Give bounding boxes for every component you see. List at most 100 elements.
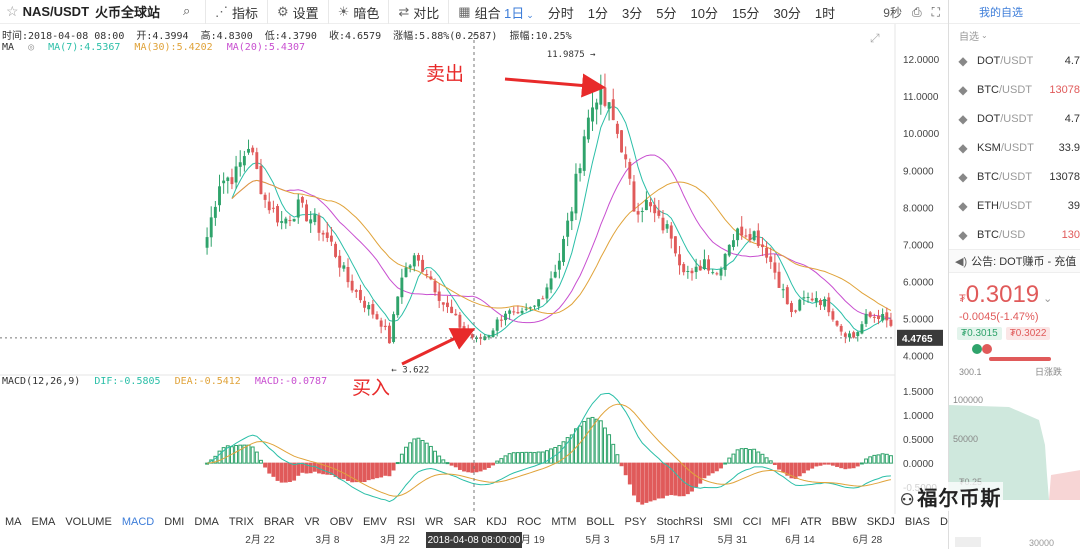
macd-bar	[416, 437, 421, 464]
ma-label[interactable]: MA	[2, 42, 15, 53]
timeframe-2[interactable]: 1分	[587, 5, 609, 21]
indicator-ma[interactable]: MA	[5, 516, 22, 528]
indicator-mfi[interactable]: MFI	[771, 516, 791, 528]
macd-bar	[399, 453, 404, 464]
footer-chip	[955, 537, 981, 547]
tool-3[interactable]: ⇄ 对比	[388, 0, 448, 24]
candle-body	[864, 313, 868, 324]
ticker-price-value: 0.3019	[965, 281, 1040, 308]
indicator-dmi[interactable]: DMI	[164, 516, 185, 528]
timeframe-3[interactable]: 3分	[622, 5, 643, 21]
buy-annotation: 买入	[352, 377, 390, 399]
watchlist-row[interactable]: ◆ BTC/USD 130	[949, 220, 1080, 249]
watchlist-row[interactable]: ◆ BTC/USDT 13078	[949, 162, 1080, 191]
crosshair-date-badge	[426, 532, 522, 548]
tool-1[interactable]: ⚙ 设置	[267, 0, 328, 24]
indicator-vr[interactable]: VR	[304, 516, 320, 528]
watchlist-row[interactable]: ◆ DOT/USDT 4.7	[949, 46, 1080, 75]
watchlist-pair: BTC/USDT	[977, 84, 1032, 96]
indicator-kdj[interactable]: KDJ	[486, 516, 507, 528]
indicator-macd[interactable]: MACD	[121, 516, 155, 528]
macd-bar	[719, 462, 723, 469]
candle-body	[702, 259, 706, 270]
timeframe-7[interactable]: 30分	[773, 5, 801, 21]
watchlist-pair: ETH/USDT	[977, 200, 1032, 212]
macd-bar	[826, 462, 831, 465]
indicator-atr[interactable]: ATR	[800, 516, 822, 528]
indicator-boll[interactable]: BOLL	[586, 516, 615, 528]
timeframe-1[interactable]: 分时	[547, 5, 574, 21]
macd-bar	[412, 438, 417, 464]
indicator-trix[interactable]: TRIX	[228, 516, 254, 528]
indicator-skdj[interactable]: SKDJ	[866, 516, 895, 528]
search-icon[interactable]: ⌕	[183, 3, 191, 18]
camera-icon[interactable]: ⎙	[911, 4, 922, 19]
notice-text: 公告: DOT赚币 - 充值	[971, 256, 1077, 268]
indicator-volume[interactable]: VOLUME	[65, 516, 112, 528]
star-icon[interactable]: ☆	[6, 3, 19, 19]
timeframe-4[interactable]: 5分	[656, 5, 677, 21]
footer-value: 30000	[1029, 538, 1054, 548]
indicator-mtm[interactable]: MTM	[551, 516, 577, 528]
indicator-roc[interactable]: ROC	[516, 516, 542, 528]
indicator-bar: MA EMA VOLUME MACD DMI DMA TRIX BRAR VR OBV EMV RSI…	[0, 514, 1039, 530]
indicator-cci[interactable]: CCI	[742, 516, 762, 528]
candle-body	[317, 215, 321, 233]
coin-icon: ◆	[958, 169, 968, 184]
macd-bar	[806, 462, 810, 471]
pair-quote: /USDT	[999, 170, 1032, 183]
timeframe-5[interactable]: 10分	[690, 5, 718, 21]
watchlist-row[interactable]: ◆ DOT/USDT 4.7	[949, 104, 1080, 133]
sentiment-fill	[989, 357, 1051, 361]
x-tick-label: 5月 17	[650, 534, 680, 546]
macd-label[interactable]: MACD(12,26,9)	[2, 376, 81, 387]
macd-bar	[710, 462, 715, 474]
indicator-obv[interactable]: OBV	[329, 516, 353, 528]
indicator-bbw[interactable]: BBW	[831, 516, 857, 528]
candle-body	[342, 265, 346, 269]
indicator-psy[interactable]: PSY	[624, 516, 647, 528]
watchlist-row[interactable]: ◆ KSM/USDT 33.9	[949, 133, 1080, 162]
indicator-stochrsi[interactable]: StochRSI	[656, 516, 704, 528]
macd-bar	[864, 458, 869, 464]
tool-label: 设置	[292, 5, 319, 21]
macd-bar	[424, 442, 429, 464]
notice-bar[interactable]: ◀) 公告: DOT赚币 - 充值	[949, 249, 1080, 273]
chevron-down-icon[interactable]: ⌄	[1043, 293, 1053, 305]
timeframe-0[interactable]: 1日 ⌄	[504, 5, 534, 21]
indicator-ema[interactable]: EMA	[31, 516, 56, 528]
indicator-dma[interactable]: DMA	[194, 516, 219, 528]
candle-body	[806, 296, 810, 298]
expand-icon[interactable]: ⤢	[869, 31, 880, 45]
candle-body	[607, 102, 611, 109]
tool-2[interactable]: ☀ 暗色	[327, 0, 389, 24]
indicator-bias[interactable]: BIAS	[904, 516, 930, 528]
fullscreen-icon[interactable]: ⛶	[931, 4, 940, 19]
tool-4[interactable]: ▦ 组合	[448, 0, 509, 24]
macd-bar	[420, 439, 425, 464]
indicator-wr[interactable]: WR	[425, 516, 444, 528]
candle-body	[785, 287, 789, 305]
macd-bar	[383, 462, 388, 476]
candlestick-chart[interactable]: 12.0000 11.0000 10.0000 9.0000 8.0000 7.0000 6…	[0, 24, 948, 514]
indicator-rsi[interactable]: RSI	[396, 516, 416, 528]
symbol-title[interactable]: ☆ NAS/USDT 火币全球站	[0, 2, 160, 21]
watchlist-filter[interactable]: 自选 ⌄	[949, 24, 1080, 46]
symbol-name: NAS/USDT	[22, 4, 90, 19]
timeframe-8[interactable]: 1时	[814, 5, 836, 21]
candle-body	[632, 181, 636, 212]
indicator-emv[interactable]: EMV	[362, 516, 387, 528]
watchlist-tab[interactable]: 我的自选	[949, 0, 1080, 24]
macd-bar	[362, 462, 367, 483]
watchlist-row[interactable]: ◆ BTC/USDT 13078	[949, 75, 1080, 104]
indicator-brar[interactable]: BRAR	[263, 516, 295, 528]
candle-body	[226, 177, 230, 182]
eye-icon[interactable]: ◎	[28, 42, 35, 53]
tool-0[interactable]: ⋰ 指标	[205, 0, 267, 24]
indicator-sar[interactable]: SAR	[453, 516, 477, 528]
wechat-icon: ⚇	[900, 492, 916, 509]
indicator-smi[interactable]: SMI	[713, 516, 733, 528]
candle-body	[736, 228, 740, 241]
watchlist-row[interactable]: ◆ ETH/USDT 39	[949, 191, 1080, 220]
timeframe-6[interactable]: 15分	[731, 5, 760, 21]
